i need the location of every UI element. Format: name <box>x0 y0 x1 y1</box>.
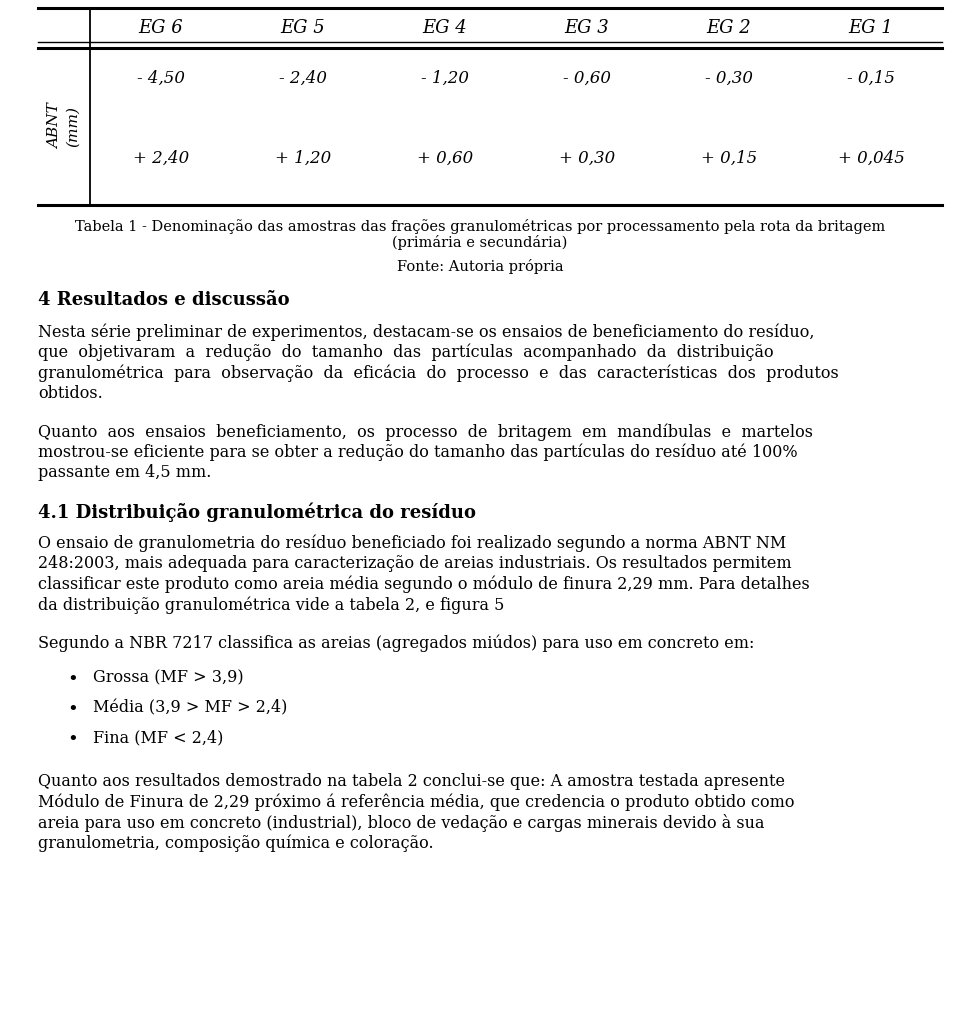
Text: (primária e secundária): (primária e secundária) <box>393 235 567 250</box>
Text: EG 3: EG 3 <box>564 19 610 37</box>
Text: areia para uso em concreto (industrial), bloco de vedação e cargas minerais devi: areia para uso em concreto (industrial),… <box>38 814 764 832</box>
Text: + 0,30: + 0,30 <box>559 150 615 166</box>
Text: Fina (MF < 2,4): Fina (MF < 2,4) <box>93 729 224 746</box>
Text: •: • <box>67 731 79 749</box>
Text: passante em 4,5 mm.: passante em 4,5 mm. <box>38 464 211 481</box>
Text: Fonte: Autoria própria: Fonte: Autoria própria <box>396 259 564 274</box>
Text: EG 5: EG 5 <box>280 19 325 37</box>
Text: •: • <box>67 671 79 689</box>
Text: ABNT
(mm): ABNT (mm) <box>48 103 80 149</box>
Text: EG 2: EG 2 <box>707 19 752 37</box>
Text: granulometria, composição química e coloração.: granulometria, composição química e colo… <box>38 835 434 852</box>
Text: - 0,15: - 0,15 <box>847 70 895 86</box>
Text: obtidos.: obtidos. <box>38 385 103 401</box>
Text: + 0,15: + 0,15 <box>701 150 757 166</box>
Text: da distribuição granulométrica vide a tabela 2, e figura 5: da distribuição granulométrica vide a ta… <box>38 596 504 614</box>
Text: EG 6: EG 6 <box>138 19 183 37</box>
Text: Nesta série preliminar de experimentos, destacam-se os ensaios de beneficiamento: Nesta série preliminar de experimentos, … <box>38 323 814 340</box>
Text: Média (3,9 > MF > 2,4): Média (3,9 > MF > 2,4) <box>93 699 287 716</box>
Text: classificar este produto como areia média segundo o módulo de finura 2,29 mm. Pa: classificar este produto como areia médi… <box>38 575 809 593</box>
Text: + 2,40: + 2,40 <box>132 150 189 166</box>
Text: + 0,60: + 0,60 <box>417 150 473 166</box>
Text: 4 Resultados e discussão: 4 Resultados e discussão <box>38 291 290 309</box>
Text: + 1,20: + 1,20 <box>275 150 331 166</box>
Text: O ensaio de granulometria do resíduo beneficiado foi realizado segundo a norma A: O ensaio de granulometria do resíduo ben… <box>38 535 786 552</box>
Text: que  objetivaram  a  redução  do  tamanho  das  partículas  acompanhado  da  dis: que objetivaram a redução do tamanho das… <box>38 343 774 361</box>
Text: - 0,30: - 0,30 <box>705 70 753 86</box>
Text: Grossa (MF > 3,9): Grossa (MF > 3,9) <box>93 669 244 686</box>
Text: mostrou-se eficiente para se obter a redução do tamanho das partículas do resídu: mostrou-se eficiente para se obter a red… <box>38 444 798 461</box>
Text: - 0,60: - 0,60 <box>563 70 611 86</box>
Text: 4.1 Distribuição granulométrica do resíduo: 4.1 Distribuição granulométrica do resíd… <box>38 502 476 522</box>
Text: Tabela 1 - Denominação das amostras das frações granulométricas por processament: Tabela 1 - Denominação das amostras das … <box>75 219 885 234</box>
Text: Quanto  aos  ensaios  beneficiamento,  os  processo  de  britagem  em  mandíbula: Quanto aos ensaios beneficiamento, os pr… <box>38 423 813 441</box>
Text: Módulo de Finura de 2,29 próximo á referência média, que credencia o produto obt: Módulo de Finura de 2,29 próximo á refer… <box>38 793 795 811</box>
Text: EG 4: EG 4 <box>422 19 468 37</box>
Text: Segundo a NBR 7217 classifica as areias (agregados miúdos) para uso em concreto : Segundo a NBR 7217 classifica as areias … <box>38 634 755 652</box>
Text: •: • <box>67 701 79 719</box>
Text: granulométrica  para  observação  da  eficácia  do  processo  e  das  caracterís: granulométrica para observação da eficác… <box>38 364 839 382</box>
Text: - 1,20: - 1,20 <box>421 70 469 86</box>
Text: - 2,40: - 2,40 <box>279 70 327 86</box>
Text: 248:2003, mais adequada para caracterização de areias industriais. Os resultados: 248:2003, mais adequada para caracteriza… <box>38 555 792 572</box>
Text: EG 1: EG 1 <box>849 19 894 37</box>
Text: + 0,045: + 0,045 <box>837 150 904 166</box>
Text: Quanto aos resultados demostrado na tabela 2 conclui-se que: A amostra testada a: Quanto aos resultados demostrado na tabe… <box>38 773 785 790</box>
Text: - 4,50: - 4,50 <box>137 70 185 86</box>
